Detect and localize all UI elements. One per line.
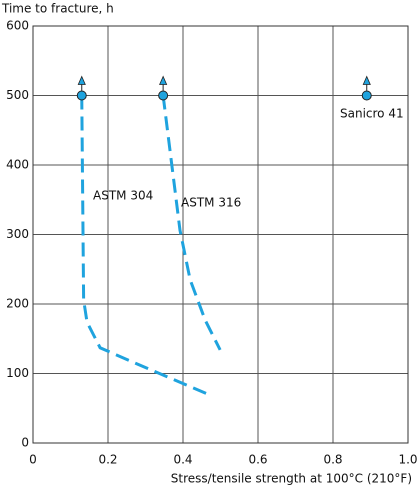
y-axis-label: Time to fracture, h (1, 2, 114, 16)
plot-frame (32, 25, 409, 444)
x-tick-label: 0.8 (323, 453, 342, 467)
y-tick-label: 400 (6, 158, 29, 172)
series-label: ASTM 304 (93, 189, 153, 203)
runout-arrow-head (77, 75, 86, 85)
x-tick-label: 0 (29, 453, 37, 467)
runout-arrow-head (159, 75, 168, 85)
x-tick-label: 1.0 (398, 453, 417, 467)
runout-arrow-head (362, 75, 371, 85)
data-point (361, 90, 372, 101)
series-line (161, 95, 222, 351)
series-label: ASTM 316 (181, 196, 241, 210)
x-tick-label: 0.4 (173, 453, 192, 467)
y-tick-label: 0 (21, 436, 29, 450)
data-point (76, 90, 87, 101)
data-point (158, 90, 169, 101)
series-label: Sanicro 41 (340, 107, 404, 121)
y-tick-label: 100 (6, 366, 29, 380)
y-tick-label: 500 (6, 88, 29, 102)
series-line (80, 95, 211, 397)
y-tick-label: 300 (6, 227, 29, 241)
y-tick-label: 600 (6, 19, 29, 33)
x-axis-label: Stress/tensile strength at 100°C (210°F) (171, 472, 412, 486)
y-tick-label: 200 (6, 297, 29, 311)
x-tick-label: 0.6 (248, 453, 267, 467)
x-tick-label: 0.2 (98, 453, 117, 467)
